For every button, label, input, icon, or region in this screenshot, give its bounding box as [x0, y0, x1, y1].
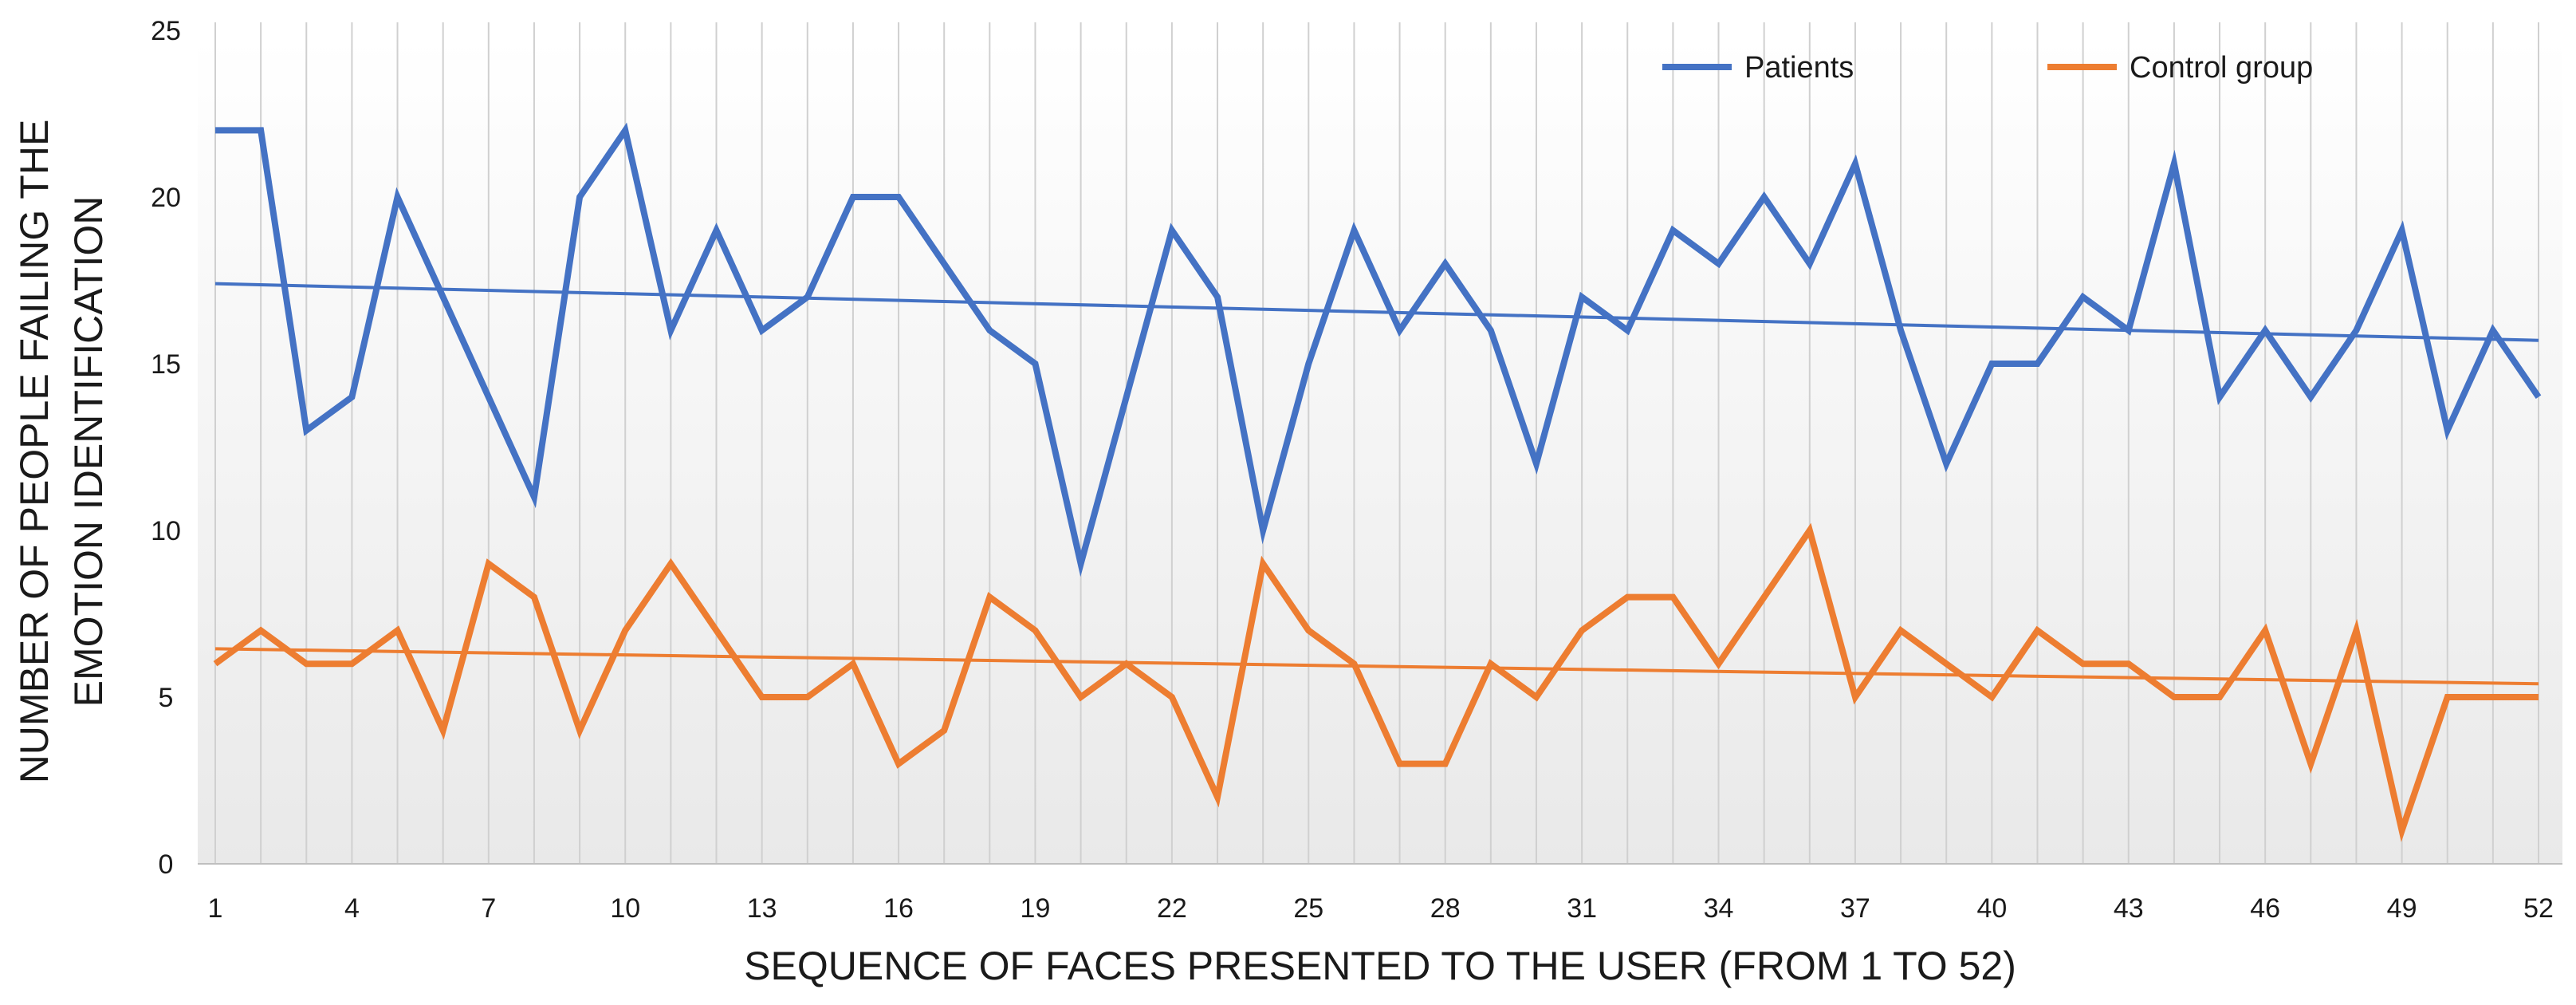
x-tick-label: 7: [481, 893, 496, 924]
series-lines: [213, 122, 2542, 842]
x-tick-label: 16: [883, 893, 914, 924]
x-tick-label: 52: [2523, 893, 2554, 924]
x-tick-labels: 1 4 7 10 13 16 19 22 25 28 31 34 37 40 43 46 49 52: [208, 893, 2554, 924]
x-tick-label: 22: [1157, 893, 1187, 924]
x-tick-label: 43: [2114, 893, 2144, 924]
x-tick-label: 4: [344, 893, 360, 924]
x-tick-label: 1: [208, 893, 223, 924]
x-tick-label: 37: [1840, 893, 1870, 924]
series-line-patients: [215, 122, 2542, 577]
legend: Patients Control group: [1662, 51, 2313, 85]
x-tick-label: 31: [1567, 893, 1597, 924]
y-tick-label: 10: [151, 516, 181, 546]
x-tick-label: 13: [747, 893, 777, 924]
y-tick-label: 0: [159, 849, 174, 880]
y-tick-label: 25: [151, 16, 181, 46]
trend-line-patients: [214, 282, 2539, 342]
x-tick-label: 40: [1976, 893, 2007, 924]
x-tick-label: 46: [2250, 893, 2280, 924]
x-tick-label: 10: [610, 893, 640, 924]
x-tick-label: 19: [1021, 893, 1051, 924]
series-line-control-group: [213, 522, 2539, 842]
y-tick-label: 20: [151, 183, 181, 213]
plot-area: [198, 38, 2562, 864]
x-tick-label: 34: [1704, 893, 1734, 924]
x-tick-label: 25: [1293, 893, 1323, 924]
x-tick-label: 49: [2387, 893, 2417, 924]
x-axis-title: SEQUENCE OF FACES PRESENTED TO THE USER …: [744, 944, 2016, 988]
y-tick-label: 15: [151, 349, 181, 380]
y-tick-labels: 0 5 10 15 20 25: [151, 16, 181, 880]
x-tick-label: 28: [1430, 893, 1461, 924]
y-tick-label: 5: [159, 683, 174, 713]
y-axis-title-line2: EMOTION IDENTIFICATION: [66, 196, 111, 707]
y-axis-title-line1: NUMBER OF PEOPLE FAILING THE: [12, 120, 57, 784]
legend-label-control-group: Control group: [2130, 51, 2313, 85]
legend-label-patients: Patients: [1744, 51, 1854, 85]
